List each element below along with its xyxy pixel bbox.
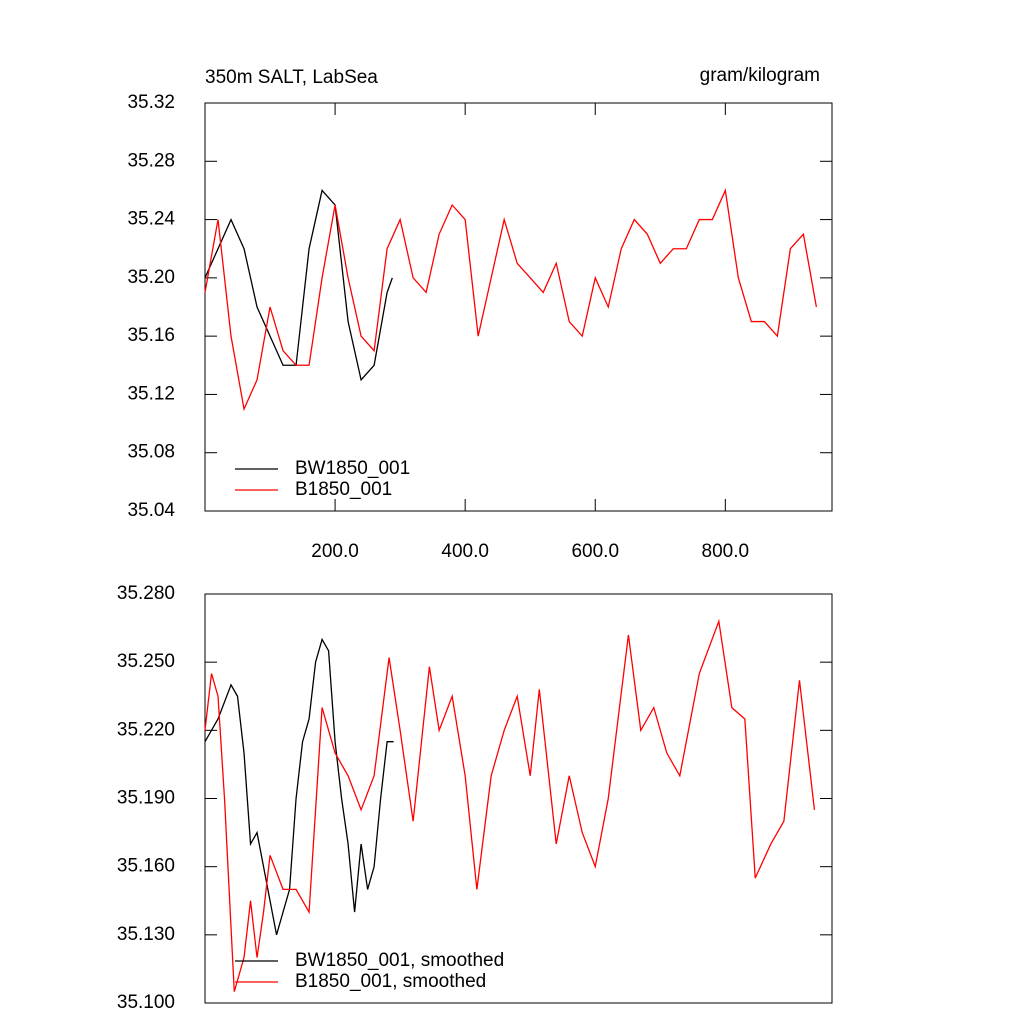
y-tick-label: 35.20 [127, 267, 175, 288]
legend-label: B1850_001, smoothed [295, 971, 486, 992]
y-tick-label: 35.28 [127, 150, 175, 171]
y-tick-label: 35.12 [127, 383, 175, 404]
x-tick-label: 600.0 [571, 541, 619, 562]
legend-label: BW1850_001 [295, 458, 410, 479]
plot-frame [204, 593, 833, 1004]
series-line [204, 188, 818, 412]
y-tick-label: 35.160 [117, 856, 175, 877]
series-line [204, 618, 816, 992]
x-tick-label: 800.0 [702, 541, 750, 562]
series-line [204, 637, 394, 936]
y-tick-label: 35.100 [117, 992, 175, 1013]
y-tick-label: 35.32 [127, 92, 175, 113]
y-tick-label: 35.08 [127, 442, 175, 463]
y-tick-label: 35.190 [117, 788, 175, 809]
y-tick-label: 35.280 [117, 583, 175, 604]
y-tick-label: 35.04 [127, 500, 175, 521]
y-tick-label: 35.24 [127, 209, 175, 230]
legend-label: BW1850_001, smoothed [295, 950, 504, 971]
y-tick-label: 35.16 [127, 325, 175, 346]
chart-title: 350m SALT, LabSea [205, 67, 378, 88]
x-tick-label: 200.0 [311, 541, 359, 562]
series-line [204, 189, 393, 382]
y-tick-label: 35.220 [117, 719, 175, 740]
y-tick-label: 35.250 [117, 651, 175, 672]
plot-frame [204, 102, 833, 512]
x-tick-label: 400.0 [441, 541, 489, 562]
legend-label: B1850_001 [295, 479, 392, 500]
y-tick-label: 35.130 [117, 924, 175, 945]
chart-units: gram/kilogram [700, 65, 820, 86]
